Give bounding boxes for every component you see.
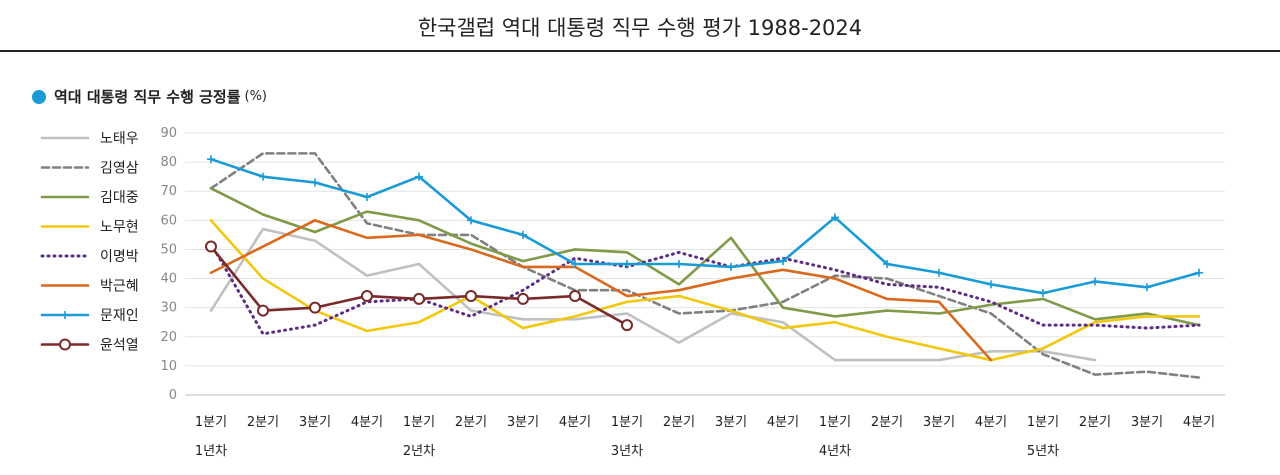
x-tick-label: 4분기 xyxy=(767,415,799,430)
x-year-label: 4년차 xyxy=(819,444,851,459)
legend-label: 김영삼 xyxy=(100,161,139,177)
x-tick-label: 4분기 xyxy=(559,415,591,430)
x-tick-label: 3분기 xyxy=(299,415,331,430)
series-line-5 xyxy=(209,242,1201,336)
series-point xyxy=(987,280,995,289)
legend-label: 윤석열 xyxy=(100,338,139,354)
series-point xyxy=(467,216,475,225)
chart-title: 한국갤럽 역대 대통령 직무 수행 평가 1988-2024 xyxy=(417,16,863,40)
x-tick-label: 1분기 xyxy=(1027,415,1059,430)
x-year-label: 2년차 xyxy=(403,444,435,459)
series-point xyxy=(311,178,319,187)
x-year-label: 3년차 xyxy=(611,444,643,459)
series-point xyxy=(259,172,267,181)
series-point xyxy=(623,260,631,268)
series-point xyxy=(831,213,839,222)
legend-label: 노무현 xyxy=(100,220,139,236)
x-tick-label: 4분기 xyxy=(975,415,1007,430)
series-point xyxy=(1195,268,1203,277)
y-tick-label: 80 xyxy=(160,155,177,170)
y-tick-label: 10 xyxy=(160,359,177,374)
subtitle-text: 역대 대통령 직무 수행 긍정률 xyxy=(54,88,241,106)
series-point xyxy=(935,268,943,277)
x-year-label: 5년차 xyxy=(1027,444,1059,459)
legend-label: 김대중 xyxy=(100,190,139,206)
chart-subtitle: 역대 대통령 직무 수행 긍정률 (%) xyxy=(32,86,267,107)
series-point xyxy=(571,260,579,268)
series-point xyxy=(207,155,215,164)
series-point xyxy=(363,193,371,202)
series-point xyxy=(779,257,787,266)
series-point xyxy=(727,262,735,271)
x-tick-label: 3분기 xyxy=(923,415,955,430)
x-tick-label: 4분기 xyxy=(351,415,383,430)
x-tick-label: 1분기 xyxy=(819,415,851,430)
legend-label: 노태우 xyxy=(100,131,139,147)
series-line-7 xyxy=(209,157,1201,295)
subtitle-unit: (%) xyxy=(244,89,268,104)
series-line-3 xyxy=(209,187,1201,327)
series-lines xyxy=(205,152,1203,379)
series-point xyxy=(1091,277,1099,286)
series-point xyxy=(205,240,217,253)
x-axis: 1분기 2분기 3분기 4분기 1분기 2분기 3분기 4분기 1분기 2분기 3분기 4분기 1분기 2… xyxy=(195,415,1215,459)
x-tick-label: 2분기 xyxy=(663,415,695,430)
series-point xyxy=(257,304,269,317)
series-line-6 xyxy=(209,219,993,362)
series-point xyxy=(569,290,581,303)
x-tick-label: 2분기 xyxy=(455,415,487,430)
legend-label: 문재인 xyxy=(100,308,139,324)
x-tick-label: 3분기 xyxy=(507,415,539,430)
series-point xyxy=(517,292,529,305)
series-point xyxy=(465,290,477,303)
series-point xyxy=(309,301,321,314)
y-tick-label: 70 xyxy=(160,184,177,199)
y-tick-label: 90 xyxy=(160,126,177,141)
grid-lines xyxy=(185,132,1225,396)
legend-marker xyxy=(59,338,71,351)
subtitle-bullet-icon xyxy=(32,89,46,104)
x-tick-label: 2분기 xyxy=(1079,415,1111,430)
series-line-4 xyxy=(209,219,1201,362)
legend-label: 박근혜 xyxy=(100,279,139,295)
series-line-2 xyxy=(209,152,1201,379)
x-tick-label: 1분기 xyxy=(403,415,435,430)
y-tick-label: 0 xyxy=(169,388,177,403)
x-tick-label: 1분기 xyxy=(611,415,643,430)
series-point xyxy=(883,260,891,268)
y-axis: 0 10 20 30 40 50 60 70 80 90 xyxy=(160,126,177,403)
x-tick-label: 3분기 xyxy=(715,415,747,430)
y-tick-label: 40 xyxy=(160,272,177,287)
series-point xyxy=(361,290,373,303)
y-tick-label: 50 xyxy=(160,242,177,257)
series-point xyxy=(415,172,423,181)
series-point xyxy=(1039,289,1047,298)
y-tick-label: 30 xyxy=(160,301,177,316)
x-tick-label: 2분기 xyxy=(247,415,279,430)
series-point xyxy=(675,260,683,268)
y-tick-label: 60 xyxy=(160,213,177,228)
series-point xyxy=(413,292,425,305)
x-tick-label: 1분기 xyxy=(195,415,227,430)
title-divider xyxy=(0,50,1280,52)
x-year-label: 1년차 xyxy=(195,444,227,459)
series-point xyxy=(1143,283,1151,292)
legend-label: 이명박 xyxy=(100,249,139,265)
series-point xyxy=(621,319,633,332)
series-point xyxy=(519,230,527,239)
x-tick-label: 2분기 xyxy=(871,415,903,430)
y-tick-label: 20 xyxy=(160,330,177,345)
x-tick-label: 3분기 xyxy=(1131,415,1163,430)
x-tick-label: 4분기 xyxy=(1183,415,1215,430)
series-line-1 xyxy=(209,227,1097,362)
